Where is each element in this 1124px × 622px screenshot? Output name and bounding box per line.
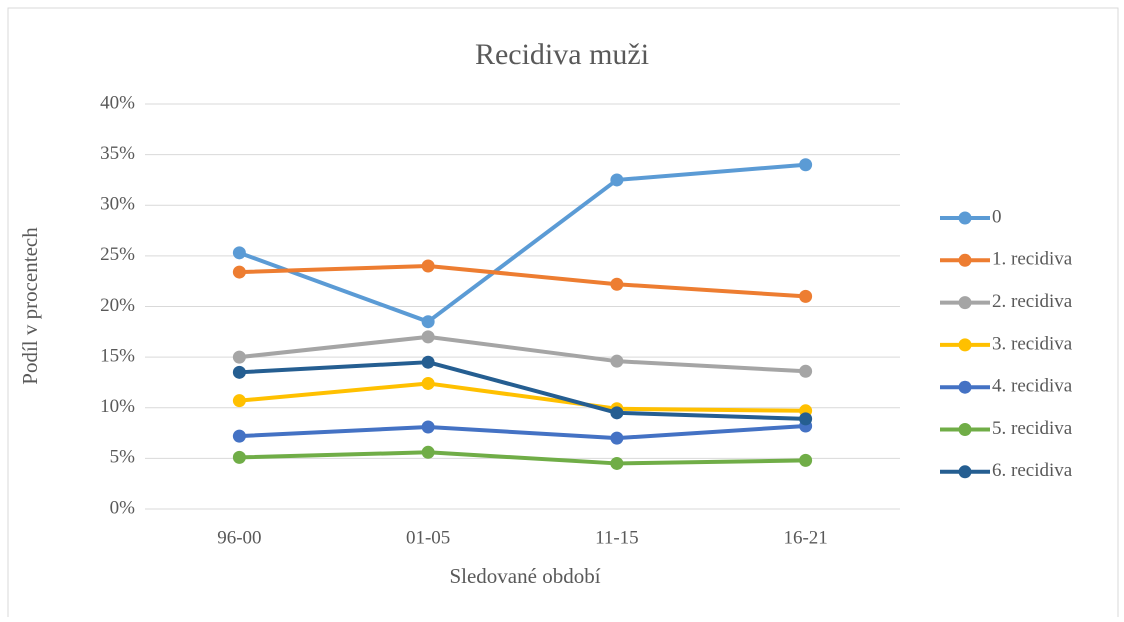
series-line [239, 264, 806, 299]
data-point [799, 289, 813, 303]
y-tick-label: 5% [110, 447, 136, 468]
data-point [610, 456, 624, 470]
series-line [239, 334, 806, 374]
data-point [421, 445, 435, 459]
legend-label: 0 [992, 206, 1002, 227]
legend-marker [958, 465, 972, 479]
chart-frame [7, 7, 1119, 619]
data-point [799, 412, 813, 426]
data-point [232, 450, 246, 464]
series-line [239, 450, 806, 466]
legend-marker [958, 296, 972, 310]
data-point [232, 365, 246, 379]
data-point [610, 406, 624, 420]
legend-marker [958, 338, 972, 352]
y-tick-label: 10% [100, 396, 135, 417]
data-point [610, 354, 624, 368]
y-tick-label: 30% [100, 194, 135, 215]
legend-label: 6. recidiva [992, 460, 1073, 481]
x-tick-label: 16-21 [783, 527, 827, 548]
x-tick-label: 11-15 [595, 527, 639, 548]
data-point [232, 265, 246, 279]
data-point [421, 420, 435, 434]
legend-marker [958, 380, 972, 394]
series-line [239, 423, 806, 441]
data-point [421, 376, 435, 390]
data-point [610, 431, 624, 445]
y-tick-label: 25% [100, 244, 135, 265]
data-point [421, 330, 435, 344]
legend-marker [958, 423, 972, 436]
legend-label: 2. recidiva [992, 291, 1073, 312]
y-tick-label: 15% [100, 345, 135, 366]
data-point [421, 355, 435, 369]
data-point [799, 453, 813, 467]
series-line [239, 360, 806, 421]
legend-label: 5. recidiva [992, 418, 1073, 439]
legend-label: 3. recidiva [992, 333, 1073, 354]
series-line [238, 162, 806, 324]
data-point [610, 277, 624, 291]
legend-label: 1. recidiva [992, 249, 1073, 270]
data-point [610, 173, 624, 187]
chart-title: Recidiva muži [475, 38, 649, 71]
data-point [799, 158, 813, 172]
data-point [232, 246, 246, 260]
data-point [232, 394, 246, 408]
data-point [232, 429, 246, 443]
legend-marker [958, 211, 972, 225]
y-tick-label: 35% [100, 143, 135, 164]
x-tick-label: 96-00 [217, 527, 261, 548]
data-point [232, 350, 246, 364]
series-line [239, 381, 806, 413]
y-axis-label: Podíl v procentech [18, 227, 42, 385]
y-tick-label: 40% [100, 92, 135, 113]
y-tick-label: 0% [110, 497, 136, 518]
legend-label: 4. recidiva [992, 376, 1073, 397]
legend-marker [958, 253, 972, 267]
data-point [421, 315, 435, 329]
x-axis-label: Sledované období [449, 564, 600, 588]
x-tick-label: 01-05 [406, 527, 450, 548]
y-tick-label: 20% [100, 295, 135, 316]
data-point [799, 364, 813, 378]
data-point [421, 259, 435, 273]
